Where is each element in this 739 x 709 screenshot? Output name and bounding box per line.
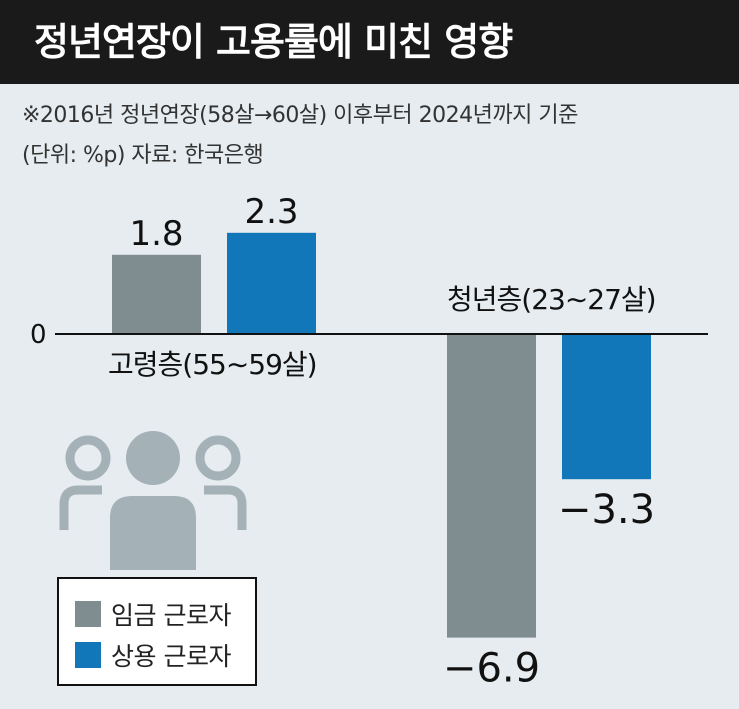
data-label: 1.8: [129, 214, 183, 254]
source-note: ※2016년 정년연장(58살→60살) 이후부터 2024년까지 기준: [22, 103, 578, 128]
unit-note: (단위: %p) 자료: 한국은행: [22, 143, 264, 168]
legend-label-regular-workers: 상용 근로자: [111, 641, 231, 671]
legend: 임금 근로자 상용 근로자: [57, 577, 257, 686]
bar-regular-1: [562, 334, 651, 480]
data-label: 2.3: [244, 192, 298, 232]
legend-swatch-regular-workers: [75, 641, 101, 668]
bar-wage-0: [112, 254, 201, 334]
legend-swatch-wage-workers: [75, 600, 101, 627]
data-label: −6.9: [443, 646, 540, 692]
category-label-youth: 청년층(23∼27살): [447, 283, 656, 316]
bar-wage-1: [447, 334, 536, 638]
chart-title: 정년연장이 고용률에 미친 영향: [0, 0, 739, 84]
data-label: −3.3: [558, 487, 655, 533]
legend-item: 상용 근로자: [75, 634, 255, 675]
bar-regular-0: [227, 232, 316, 334]
category-label-older: 고령층(55∼59살): [108, 348, 317, 381]
people-group-icon: [58, 430, 248, 574]
zero-tick-label: 0: [30, 320, 47, 350]
legend-item: 임금 근로자: [75, 593, 255, 634]
legend-label-wage-workers: 임금 근로자: [111, 600, 231, 630]
